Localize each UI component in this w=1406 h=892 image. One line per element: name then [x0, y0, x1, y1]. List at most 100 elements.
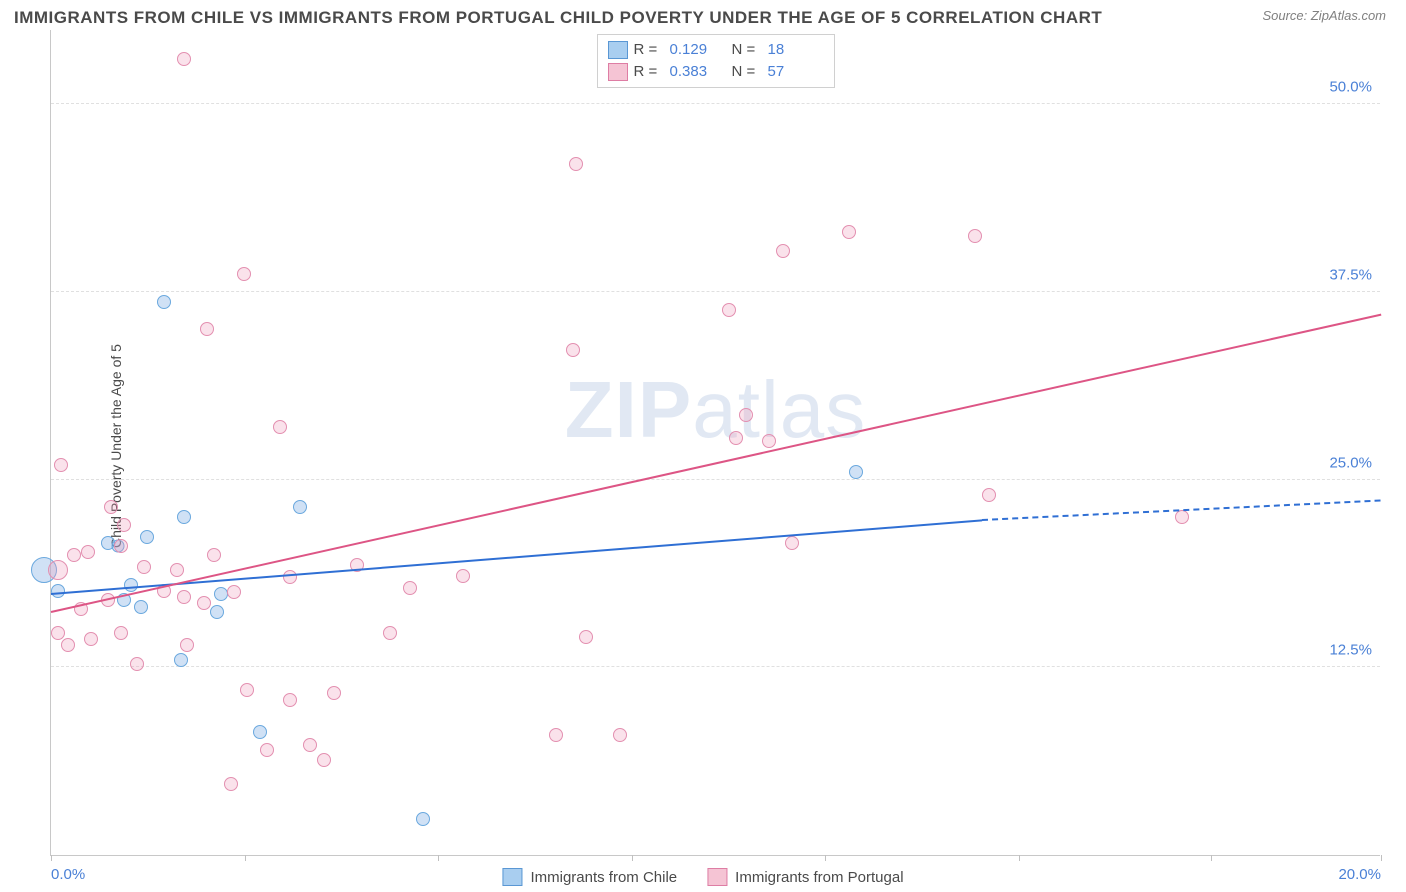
- data-point: [81, 545, 95, 559]
- data-point: [253, 725, 267, 739]
- data-point: [776, 244, 790, 258]
- data-point: [227, 585, 241, 599]
- gridline: [51, 291, 1380, 292]
- data-point: [174, 653, 188, 667]
- data-point: [200, 322, 214, 336]
- legend-swatch: [502, 868, 522, 886]
- series-legend-item: Immigrants from Portugal: [707, 868, 903, 886]
- legend-r-value: 0.129: [670, 39, 726, 61]
- legend-swatch: [608, 41, 628, 59]
- data-point: [303, 738, 317, 752]
- data-point: [849, 465, 863, 479]
- data-point: [383, 626, 397, 640]
- data-point: [569, 157, 583, 171]
- data-point: [1175, 510, 1189, 524]
- data-point: [114, 539, 128, 553]
- gridline: [51, 103, 1380, 104]
- data-point: [762, 434, 776, 448]
- data-point: [214, 587, 228, 601]
- data-point: [117, 518, 131, 532]
- data-point: [416, 812, 430, 826]
- data-point: [729, 431, 743, 445]
- data-point: [210, 605, 224, 619]
- data-point: [54, 458, 68, 472]
- legend-r-value: 0.383: [670, 61, 726, 83]
- data-point: [283, 570, 297, 584]
- legend-swatch: [707, 868, 727, 886]
- data-point: [51, 626, 65, 640]
- data-point: [137, 560, 151, 574]
- chart-title: IMMIGRANTS FROM CHILE VS IMMIGRANTS FROM…: [14, 8, 1102, 28]
- y-tick-label: 37.5%: [1329, 266, 1372, 283]
- x-tick-mark: [632, 855, 633, 861]
- legend-n-label: N =: [732, 39, 762, 61]
- data-point: [317, 753, 331, 767]
- x-tick-mark: [245, 855, 246, 861]
- legend-r-label: R =: [634, 61, 664, 83]
- correlation-legend-row: R = 0.383 N = 57: [608, 61, 824, 83]
- data-point: [130, 657, 144, 671]
- data-point: [273, 420, 287, 434]
- data-point: [968, 229, 982, 243]
- data-point: [613, 728, 627, 742]
- x-tick-mark: [1211, 855, 1212, 861]
- data-point: [293, 500, 307, 514]
- x-tick-mark: [438, 855, 439, 861]
- data-point: [785, 536, 799, 550]
- data-point: [237, 267, 251, 281]
- legend-swatch: [608, 63, 628, 81]
- y-tick-label: 12.5%: [1329, 642, 1372, 659]
- data-point: [579, 630, 593, 644]
- legend-n-value: 18: [768, 39, 824, 61]
- data-point: [84, 632, 98, 646]
- x-tick-mark: [51, 855, 52, 861]
- series-legend-label: Immigrants from Portugal: [735, 869, 903, 886]
- y-tick-label: 25.0%: [1329, 454, 1372, 471]
- legend-n-label: N =: [732, 61, 762, 83]
- data-point: [197, 596, 211, 610]
- data-point: [67, 548, 81, 562]
- data-point: [114, 626, 128, 640]
- data-point: [180, 638, 194, 652]
- data-point: [403, 581, 417, 595]
- gridline: [51, 666, 1380, 667]
- trend-line: [51, 313, 1381, 612]
- data-point: [260, 743, 274, 757]
- data-point: [224, 777, 238, 791]
- data-point: [104, 500, 118, 514]
- gridline: [51, 479, 1380, 480]
- data-point: [549, 728, 563, 742]
- watermark: ZIPatlas: [565, 364, 866, 456]
- data-point: [177, 590, 191, 604]
- data-point: [327, 686, 341, 700]
- data-point: [124, 578, 138, 592]
- data-point: [240, 683, 254, 697]
- data-point: [739, 408, 753, 422]
- data-point: [61, 638, 75, 652]
- series-legend-item: Immigrants from Chile: [502, 868, 677, 886]
- scatter-chart: ZIPatlas R = 0.129 N = 18 R = 0.383 N = 57 12.5…: [50, 30, 1380, 856]
- data-point: [157, 295, 171, 309]
- data-point: [283, 693, 297, 707]
- trend-line: [51, 519, 982, 595]
- data-point: [207, 548, 221, 562]
- data-point: [177, 510, 191, 524]
- data-point: [177, 52, 191, 66]
- data-point: [134, 600, 148, 614]
- x-tick-mark: [1381, 855, 1382, 861]
- data-point: [140, 530, 154, 544]
- legend-r-label: R =: [634, 39, 664, 61]
- data-point: [456, 569, 470, 583]
- x-tick-mark: [1019, 855, 1020, 861]
- data-point: [566, 343, 580, 357]
- series-legend-label: Immigrants from Chile: [530, 869, 677, 886]
- legend-n-value: 57: [768, 61, 824, 83]
- source-attribution: Source: ZipAtlas.com: [1262, 8, 1386, 23]
- data-point: [982, 488, 996, 502]
- data-point: [170, 563, 184, 577]
- correlation-legend: R = 0.129 N = 18 R = 0.383 N = 57: [597, 34, 835, 88]
- data-point: [722, 303, 736, 317]
- data-point: [51, 584, 65, 598]
- x-tick-label: 20.0%: [1338, 866, 1381, 883]
- correlation-legend-row: R = 0.129 N = 18: [608, 39, 824, 61]
